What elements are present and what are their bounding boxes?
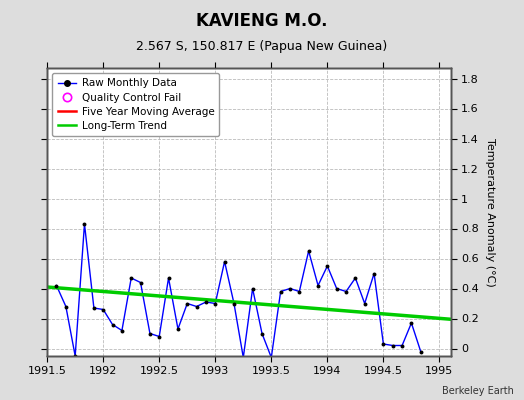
Point <box>71 353 79 359</box>
Point <box>118 327 126 334</box>
Point <box>323 263 332 269</box>
Point <box>314 282 322 289</box>
Point <box>248 285 257 292</box>
Point <box>304 248 313 254</box>
Text: Berkeley Earth: Berkeley Earth <box>442 386 514 396</box>
Point <box>99 306 107 313</box>
Legend: Raw Monthly Data, Quality Control Fail, Five Year Moving Average, Long-Term Tren: Raw Monthly Data, Quality Control Fail, … <box>52 73 220 136</box>
Point <box>342 288 350 295</box>
Point <box>80 221 89 227</box>
Point <box>108 321 117 328</box>
Point <box>370 270 378 277</box>
Point <box>351 275 359 281</box>
Point <box>379 341 388 347</box>
Point <box>62 303 70 310</box>
Point <box>221 258 229 265</box>
Point <box>136 279 145 286</box>
Point <box>295 288 303 295</box>
Point <box>398 342 406 349</box>
Point <box>417 348 425 355</box>
Point <box>52 282 61 289</box>
Point <box>230 300 238 307</box>
Point <box>165 275 173 281</box>
Text: 2.567 S, 150.817 E (Papua New Guinea): 2.567 S, 150.817 E (Papua New Guinea) <box>136 40 388 53</box>
Point <box>174 326 182 332</box>
Point <box>267 354 276 361</box>
Point <box>239 354 247 361</box>
Point <box>258 330 266 337</box>
Point <box>183 300 191 307</box>
Point <box>155 333 163 340</box>
Point <box>407 320 416 326</box>
Point <box>192 303 201 310</box>
Point <box>202 299 210 305</box>
Point <box>146 330 154 337</box>
Point <box>211 300 220 307</box>
Point <box>332 285 341 292</box>
Point <box>388 342 397 349</box>
Point <box>277 288 285 295</box>
Point <box>286 285 294 292</box>
Text: KAVIENG M.O.: KAVIENG M.O. <box>196 12 328 30</box>
Point <box>127 275 135 281</box>
Point <box>361 300 369 307</box>
Point <box>90 305 98 311</box>
Y-axis label: Temperature Anomaly (°C): Temperature Anomaly (°C) <box>485 138 496 286</box>
